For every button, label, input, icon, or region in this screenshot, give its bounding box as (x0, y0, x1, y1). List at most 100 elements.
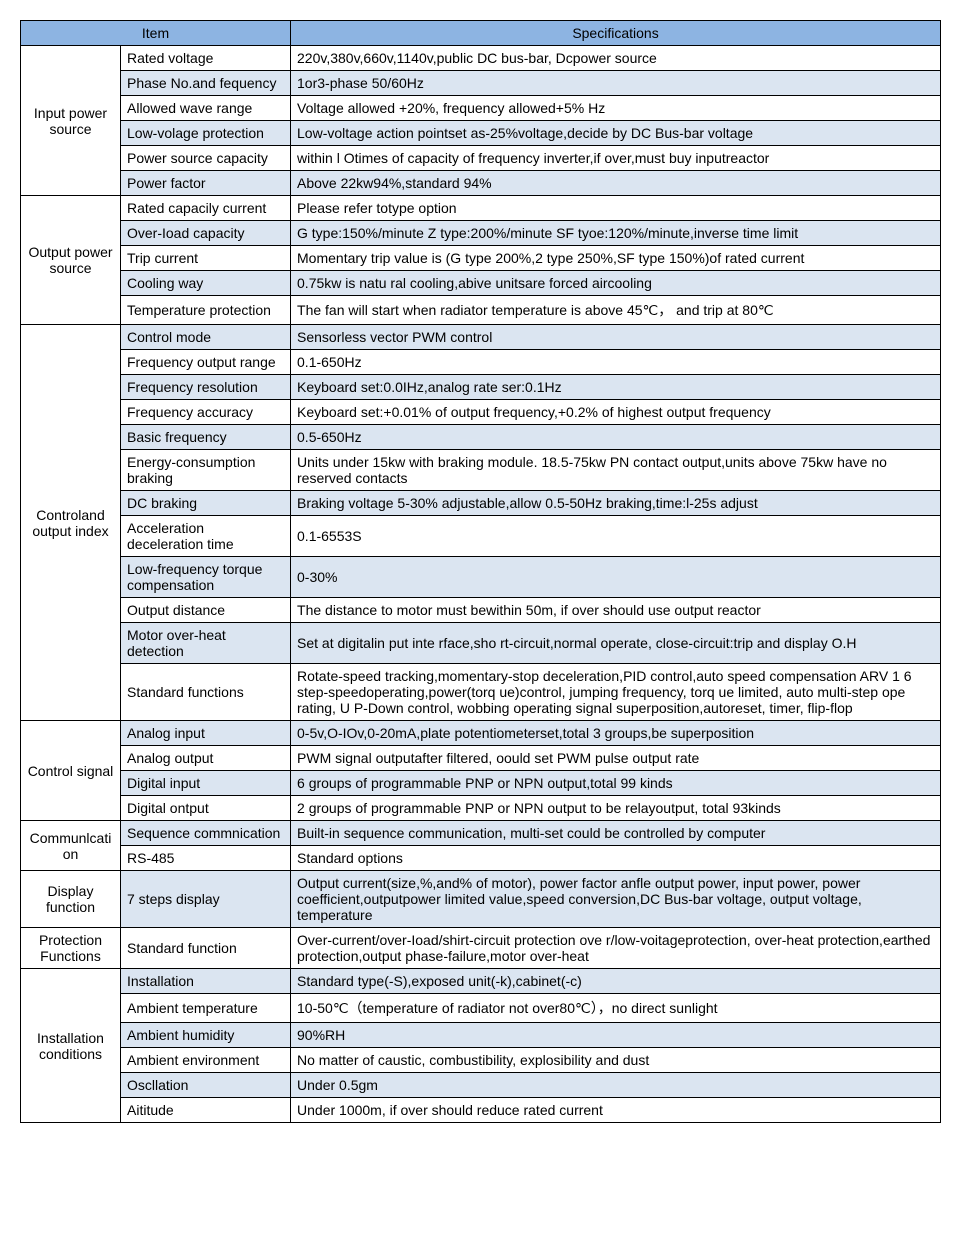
spec-cell: Over-current/over-Ioad/shirt-circuit pro… (291, 928, 941, 969)
table-row: Cooling way0.75kw is natu ral cooling,ab… (21, 271, 941, 296)
table-row: Input power sourceRated voltage220v,380v… (21, 46, 941, 71)
label-cell: Control mode (121, 325, 291, 350)
spec-cell: 0.1-6553S (291, 516, 941, 557)
table-row: Digital ontput2 groups of programmable P… (21, 796, 941, 821)
table-row: AititudeUnder 1000m, if over should redu… (21, 1098, 941, 1123)
category-cell: Controland output index (21, 325, 121, 721)
table-row: Ambient humidity90%RH (21, 1023, 941, 1048)
table-row: Control signalAnalog input0-5v,O-IOv,0-2… (21, 721, 941, 746)
label-cell: Oscllation (121, 1073, 291, 1098)
spec-table: Item Specifications Input power sourceRa… (20, 20, 941, 1123)
spec-cell: PWM signal outputafter filtered, oould s… (291, 746, 941, 771)
label-cell: Temperature protection (121, 296, 291, 325)
category-cell: Display function (21, 871, 121, 928)
spec-cell: 6 groups of programmable PNP or NPN outp… (291, 771, 941, 796)
label-cell: Frequency output range (121, 350, 291, 375)
spec-cell: within l Otimes of capacity of frequency… (291, 146, 941, 171)
spec-cell: Low-voltage action pointset as-25%voltag… (291, 121, 941, 146)
label-cell: Sequence commnication (121, 821, 291, 846)
spec-cell: 2 groups of programmable PNP or NPN outp… (291, 796, 941, 821)
label-cell: Low-volage protection (121, 121, 291, 146)
table-row: OscllationUnder 0.5gm (21, 1073, 941, 1098)
spec-cell: Rotate-speed tracking,momentary-stop dec… (291, 664, 941, 721)
table-row: Digital input6 groups of programmable PN… (21, 771, 941, 796)
table-row: Power source capacitywithin l Otimes of … (21, 146, 941, 171)
label-cell: Analog input (121, 721, 291, 746)
table-row: Frequency accuracyKeyboard set:+0.01% of… (21, 400, 941, 425)
spec-cell: The distance to motor must bewithin 50m,… (291, 598, 941, 623)
label-cell: Cooling way (121, 271, 291, 296)
spec-cell: 1or3-phase 50/60Hz (291, 71, 941, 96)
table-row: Over-Ioad capacityG type:150%/minute Z t… (21, 221, 941, 246)
table-row: Low-frequency torque compensation0-30% (21, 557, 941, 598)
spec-cell: Under 0.5gm (291, 1073, 941, 1098)
table-row: Ambient temperature10-50℃（temperature of… (21, 994, 941, 1023)
label-cell: Low-frequency torque compensation (121, 557, 291, 598)
category-cell: Control signal (21, 721, 121, 821)
spec-cell: Momentary trip value is (G type 200%,2 t… (291, 246, 941, 271)
spec-cell: Units under 15kw with braking module. 18… (291, 450, 941, 491)
table-row: Standard functionsRotate-speed tracking,… (21, 664, 941, 721)
label-cell: RS-485 (121, 846, 291, 871)
spec-cell: No matter of caustic, combustibility, ex… (291, 1048, 941, 1073)
table-row: CommunlcationSequence commnicationBuilt-… (21, 821, 941, 846)
spec-cell: 0.75kw is natu ral cooling,abive unitsar… (291, 271, 941, 296)
category-cell: Output power source (21, 196, 121, 325)
table-row: Frequency resolutionKeyboard set:0.0IHz,… (21, 375, 941, 400)
category-cell: Protection Functions (21, 928, 121, 969)
label-cell: Trip current (121, 246, 291, 271)
label-cell: Aititude (121, 1098, 291, 1123)
table-row: Output power sourceRated capacily curren… (21, 196, 941, 221)
table-row: Frequency output range0.1-650Hz (21, 350, 941, 375)
spec-cell: Output current(size,%,and% of motor), po… (291, 871, 941, 928)
label-cell: Over-Ioad capacity (121, 221, 291, 246)
label-cell: Ambient humidity (121, 1023, 291, 1048)
label-cell: Phase No.and fequency (121, 71, 291, 96)
spec-cell: Please refer totype option (291, 196, 941, 221)
label-cell: 7 steps display (121, 871, 291, 928)
table-row: RS-485Standard options (21, 846, 941, 871)
spec-cell: 220v,380v,660v,1140v,public DC bus-bar, … (291, 46, 941, 71)
label-cell: Ambient environment (121, 1048, 291, 1073)
spec-cell: 90%RH (291, 1023, 941, 1048)
table-row: Controland output indexControl modeSenso… (21, 325, 941, 350)
label-cell: Standard function (121, 928, 291, 969)
label-cell: Power source capacity (121, 146, 291, 171)
spec-cell: 0.5-650Hz (291, 425, 941, 450)
label-cell: Rated voltage (121, 46, 291, 71)
category-cell: Installation conditions (21, 969, 121, 1123)
spec-cell: 0-30% (291, 557, 941, 598)
table-row: Installation conditionsInstallationStand… (21, 969, 941, 994)
spec-cell: Sensorless vector PWM control (291, 325, 941, 350)
table-row: Motor over-heat detectionSet at digitali… (21, 623, 941, 664)
table-row: Trip currentMomentary trip value is (G t… (21, 246, 941, 271)
label-cell: Installation (121, 969, 291, 994)
spec-cell: Set at digitalin put inte rface,sho rt-c… (291, 623, 941, 664)
header-item: Item (21, 21, 291, 46)
category-cell: Communlcation (21, 821, 121, 871)
label-cell: Acceleration deceleration time (121, 516, 291, 557)
spec-cell: Standard options (291, 846, 941, 871)
table-row: Analog outputPWM signal outputafter filt… (21, 746, 941, 771)
table-row: Acceleration deceleration time0.1-6553S (21, 516, 941, 557)
label-cell: Basic frequency (121, 425, 291, 450)
spec-cell: Built-in sequence communication, multi-s… (291, 821, 941, 846)
table-row: Allowed wave rangeVoltage allowed +20%, … (21, 96, 941, 121)
table-row: Protection FunctionsStandard functionOve… (21, 928, 941, 969)
spec-cell: The fan will start when radiator tempera… (291, 296, 941, 325)
category-cell: Input power source (21, 46, 121, 196)
label-cell: Analog output (121, 746, 291, 771)
spec-cell: Keyboard set:0.0IHz,analog rate ser:0.1H… (291, 375, 941, 400)
spec-cell: Under 1000m, if over should reduce rated… (291, 1098, 941, 1123)
spec-cell: Above 22kw94%,standard 94% (291, 171, 941, 196)
table-row: Phase No.and fequency1or3-phase 50/60Hz (21, 71, 941, 96)
label-cell: Energy-consumption braking (121, 450, 291, 491)
table-row: DC brakingBraking voltage 5-30% adjustab… (21, 491, 941, 516)
table-row: Basic frequency0.5-650Hz (21, 425, 941, 450)
table-row: Low-volage protectionLow-voltage action … (21, 121, 941, 146)
spec-cell: 10-50℃（temperature of radiator not over8… (291, 994, 941, 1023)
label-cell: Ambient temperature (121, 994, 291, 1023)
spec-cell: 0.1-650Hz (291, 350, 941, 375)
label-cell: Allowed wave range (121, 96, 291, 121)
label-cell: DC braking (121, 491, 291, 516)
